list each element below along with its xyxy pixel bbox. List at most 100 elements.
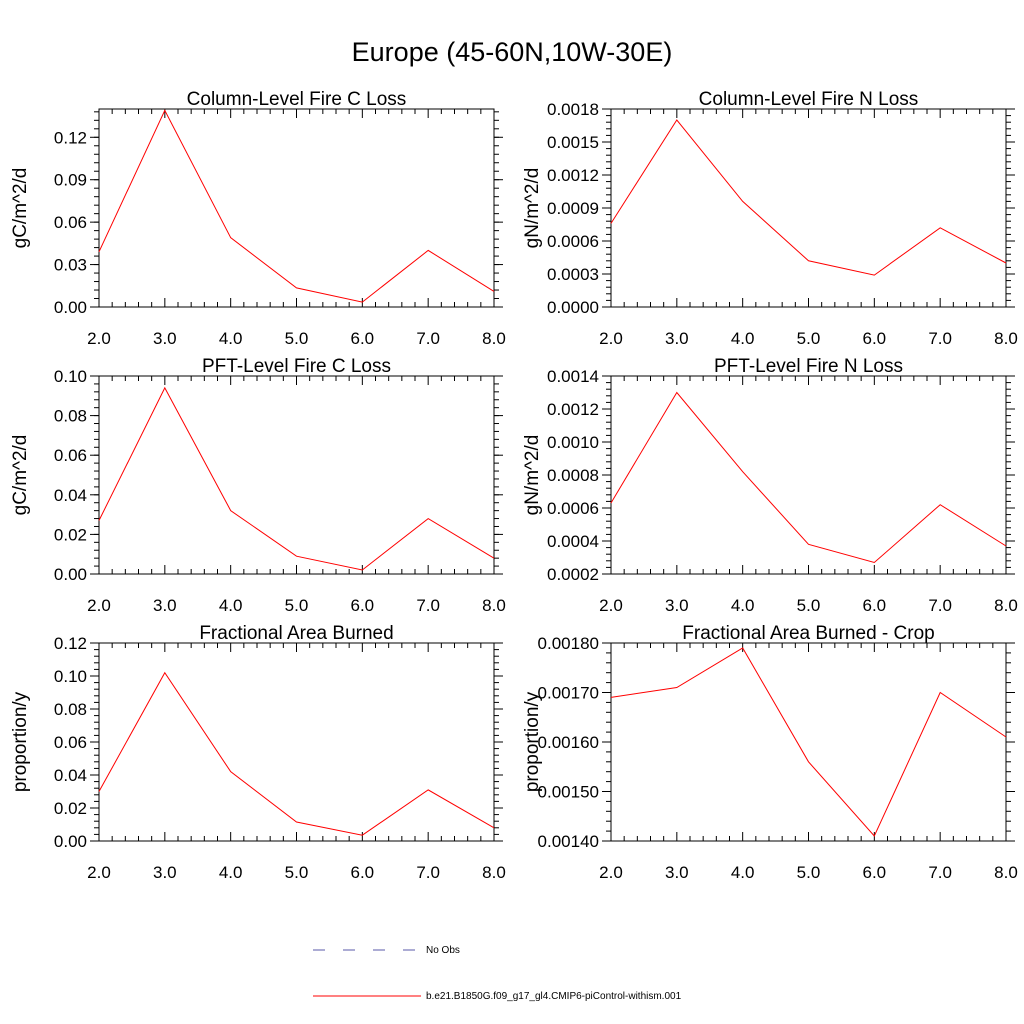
y-axis-label: gC/m^2/d <box>10 435 31 516</box>
y-tick-label: 0.03 <box>54 256 87 275</box>
y-tick-label: 0.00150 <box>538 783 599 802</box>
x-tick-label: 6.0 <box>863 329 887 348</box>
y-tick-label: 0.0014 <box>547 367 599 386</box>
y-tick-label: 0.10 <box>54 367 87 386</box>
x-tick-label: 4.0 <box>731 863 755 882</box>
y-tick-label: 0.06 <box>54 213 87 232</box>
x-tick-label: 8.0 <box>482 596 506 615</box>
chart-pft-level-fire-c-loss: PFT-Level Fire C Loss gC/m^2/d 2.0 3.0 4.0 5.… <box>10 356 506 615</box>
series-line-pft-level-fire-c-loss <box>98 386 495 571</box>
y-tick-label: 0.00180 <box>538 634 599 653</box>
x-tick-label: 5.0 <box>797 863 821 882</box>
x-tick-label: 4.0 <box>731 596 755 615</box>
y-tick-label: 0.06 <box>54 733 87 752</box>
x-tick-label: 7.0 <box>416 596 440 615</box>
y-tick-label: 0.0008 <box>547 466 599 485</box>
y-tick-label: 0.0006 <box>547 499 599 518</box>
x-tick-label: 3.0 <box>153 329 177 348</box>
x-tick-label: 8.0 <box>994 863 1018 882</box>
y-axis-label: proportion/y <box>522 691 543 792</box>
y-tick-label: 0.02 <box>54 799 87 818</box>
chart-fractional-area-burned: Fractional Area Burned proportion/y 2.0 3.0… <box>10 623 506 882</box>
plot-frame <box>98 642 495 842</box>
legend-label-no-obs: No Obs <box>426 945 460 956</box>
plot-frame <box>610 642 1007 842</box>
x-tick-label: 7.0 <box>928 863 952 882</box>
series-line-column-level-fire-c-loss <box>98 109 495 303</box>
y-tick-label: 0.0003 <box>547 265 599 284</box>
chart-fractional-area-burned-crop: Fractional Area Burned - Crop proportion/… <box>522 623 1018 882</box>
figure-title: Europe (45-60N,10W-30E) <box>352 37 673 67</box>
chart-title: Fractional Area Burned <box>199 623 393 644</box>
y-tick-label: 0.0015 <box>547 133 599 152</box>
x-tick-label: 7.0 <box>416 329 440 348</box>
y-tick-label: 0.00140 <box>538 832 599 851</box>
series-line-fractional-area-burned <box>98 671 495 836</box>
x-tick-label: 5.0 <box>797 596 821 615</box>
series-line-column-level-fire-n-loss <box>610 119 1007 276</box>
y-axis-label: proportion/y <box>10 691 31 792</box>
x-tick-label: 2.0 <box>87 596 111 615</box>
y-tick-label: 0.00 <box>54 565 87 584</box>
x-tick-label: 8.0 <box>994 596 1018 615</box>
series-line-fractional-area-burned-crop <box>610 647 1007 837</box>
x-tick-label: 5.0 <box>285 329 309 348</box>
y-tick-label: 0.0012 <box>547 400 599 419</box>
x-tick-label: 6.0 <box>863 863 887 882</box>
plot-frame <box>98 375 495 575</box>
chart-column-level-fire-n-loss: Column-Level Fire N Loss gN/m^2/d 2.0 3.0 4.… <box>522 89 1018 348</box>
chart-panels: Column-Level Fire C Loss gC/m^2/d 2.0 3.0 4.… <box>10 89 1018 882</box>
y-tick-label: 0.0000 <box>547 298 599 317</box>
y-tick-label: 0.06 <box>54 446 87 465</box>
series-line-pft-level-fire-n-loss <box>610 391 1007 564</box>
x-tick-label: 8.0 <box>994 329 1018 348</box>
y-tick-label: 0.0006 <box>547 232 599 251</box>
y-tick-label: 0.00 <box>54 832 87 851</box>
x-tick-label: 6.0 <box>351 329 375 348</box>
x-tick-label: 7.0 <box>416 863 440 882</box>
y-tick-label: 0.09 <box>54 171 87 190</box>
x-tick-label: 3.0 <box>665 329 689 348</box>
y-tick-label: 0.0010 <box>547 433 599 452</box>
chart-title: Column-Level Fire N Loss <box>699 89 919 110</box>
y-tick-label: 0.0002 <box>547 565 599 584</box>
y-tick-label: 0.10 <box>54 667 87 686</box>
chart-title: PFT-Level Fire C Loss <box>202 356 391 377</box>
x-tick-label: 3.0 <box>153 596 177 615</box>
chart-title: Column-Level Fire C Loss <box>187 89 407 110</box>
x-tick-label: 6.0 <box>351 863 375 882</box>
y-tick-label: 0.04 <box>54 486 87 505</box>
x-tick-label: 2.0 <box>599 329 623 348</box>
legend-label-model-run: b.e21.B1850G.f09_g17_gl4.CMIP6-piControl… <box>426 991 682 1002</box>
y-tick-label: 0.02 <box>54 525 87 544</box>
x-tick-label: 4.0 <box>219 863 243 882</box>
x-tick-label: 6.0 <box>351 596 375 615</box>
x-tick-label: 8.0 <box>482 329 506 348</box>
x-tick-label: 2.0 <box>87 863 111 882</box>
x-tick-label: 3.0 <box>153 863 177 882</box>
x-tick-label: 5.0 <box>797 329 821 348</box>
y-axis-label: gN/m^2/d <box>522 168 543 249</box>
x-tick-label: 2.0 <box>87 329 111 348</box>
x-tick-label: 2.0 <box>599 863 623 882</box>
x-tick-label: 5.0 <box>285 863 309 882</box>
x-tick-label: 4.0 <box>731 329 755 348</box>
x-tick-label: 8.0 <box>482 863 506 882</box>
x-tick-label: 3.0 <box>665 596 689 615</box>
y-tick-label: 0.00160 <box>538 733 599 752</box>
chart-title: PFT-Level Fire N Loss <box>714 356 903 377</box>
y-tick-label: 0.0018 <box>547 100 599 119</box>
x-tick-label: 5.0 <box>285 596 309 615</box>
y-tick-label: 0.0004 <box>547 532 599 551</box>
y-tick-label: 0.04 <box>54 766 87 785</box>
y-tick-label: 0.0009 <box>547 199 599 218</box>
chart-column-level-fire-c-loss: Column-Level Fire C Loss gC/m^2/d 2.0 3.0 4.… <box>10 89 506 348</box>
x-tick-label: 2.0 <box>599 596 623 615</box>
x-tick-label: 7.0 <box>928 329 952 348</box>
plot-frame <box>98 108 495 308</box>
x-tick-label: 4.0 <box>219 596 243 615</box>
chart-pft-level-fire-n-loss: PFT-Level Fire N Loss gN/m^2/d 2.0 3.0 4.0 5.… <box>522 356 1018 615</box>
y-tick-label: 0.0012 <box>547 166 599 185</box>
x-tick-label: 4.0 <box>219 329 243 348</box>
